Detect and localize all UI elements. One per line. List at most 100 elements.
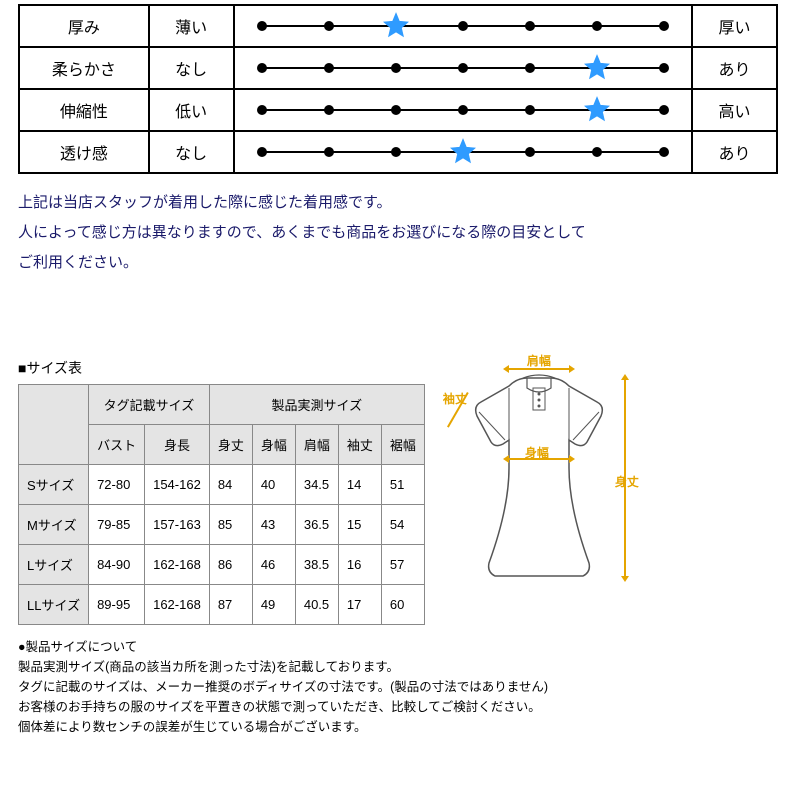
scale-dot [324,63,334,73]
shoulder-label: 肩幅 [527,352,551,369]
size-cell: 79-85 [89,505,145,545]
size-cell: 84-90 [89,545,145,585]
size-group-actual: 製品実測サイズ [209,385,424,425]
scale-dot [257,147,267,157]
size-cell: 38.5 [295,545,338,585]
rating-high-label: あり [692,131,777,173]
size-cell: 60 [381,585,424,625]
rating-scale [234,5,693,47]
size-note-line: 製品実測サイズ(商品の該当カ所を測った寸法)を記載しております。 [18,657,782,677]
size-note-line: 個体差により数センチの誤差が生じている場合がございます。 [18,717,782,737]
rating-high-label: 厚い [692,5,777,47]
scale-dot [659,105,669,115]
size-cell: 51 [381,465,424,505]
size-col-header: 身幅 [252,425,295,465]
rating-attr: 伸縮性 [19,89,149,131]
scale-dot [324,21,334,31]
size-cell: 43 [252,505,295,545]
size-cell: 15 [338,505,381,545]
size-cell: 57 [381,545,424,585]
size-row-label: Sサイズ [19,465,89,505]
rating-attr: 柔らかさ [19,47,149,89]
rating-scale [234,131,693,173]
size-note-line: タグに記載のサイズは、メーカー推奨のボディサイズの寸法です。(製品の寸法ではあり… [18,677,782,697]
size-col-header: 袖丈 [338,425,381,465]
size-col-header: 身長 [145,425,210,465]
dress-icon [439,358,639,608]
size-cell: 49 [252,585,295,625]
size-cell: 84 [209,465,252,505]
size-cell: 157-163 [145,505,210,545]
rating-table: 厚み薄い厚い柔らかさなしあり伸縮性低い高い透け感なしあり [18,4,778,174]
scale-dot [525,21,535,31]
scale-dot [391,105,401,115]
garment-diagram: 肩幅 袖丈 身幅 身丈 [439,358,639,608]
bodylength-label: 身丈 [615,473,639,490]
bodywidth-label: 身幅 [525,444,549,461]
rating-high-label: あり [692,47,777,89]
scale-dot [458,105,468,115]
size-cell: 17 [338,585,381,625]
scale-dot [592,147,602,157]
rating-scale [234,47,693,89]
size-col-header: 肩幅 [295,425,338,465]
size-col-header: 裾幅 [381,425,424,465]
size-table: タグ記載サイズ 製品実測サイズ バスト身長身丈身幅肩幅袖丈裾幅 Sサイズ72-8… [18,384,425,625]
size-cell: 162-168 [145,545,210,585]
note-line: ご利用ください。 [18,248,782,278]
size-group-tag: タグ記載サイズ [89,385,210,425]
size-note-line: お客様のお手持ちの服のサイズを平置きの状態で測っていただき、比較してご検討くださ… [18,697,782,717]
size-cell: 40.5 [295,585,338,625]
rating-low-label: 低い [149,89,234,131]
size-cell: 46 [252,545,295,585]
scale-dot [257,105,267,115]
size-cell: 36.5 [295,505,338,545]
size-cell: 16 [338,545,381,585]
scale-dot [659,21,669,31]
scale-dot [659,63,669,73]
rating-scale [234,89,693,131]
size-row-label: Mサイズ [19,505,89,545]
star-icon [448,136,478,166]
size-row-label: LLサイズ [19,585,89,625]
scale-dot [525,147,535,157]
size-row-label: Lサイズ [19,545,89,585]
size-cell: 89-95 [89,585,145,625]
size-notes: ●製品サイズについて 製品実測サイズ(商品の該当カ所を測った寸法)を記載しており… [18,637,782,737]
size-corner-blank [19,385,89,465]
scale-dot [391,63,401,73]
wearing-note: 上記は当店スタッフが着用した際に感じた着用感です。人によって感じ方は異なりますの… [18,188,782,278]
size-cell: 154-162 [145,465,210,505]
rating-attr: 透け感 [19,131,149,173]
rating-high-label: 高い [692,89,777,131]
size-col-header: 身丈 [209,425,252,465]
scale-dot [659,147,669,157]
size-cell: 40 [252,465,295,505]
size-cell: 14 [338,465,381,505]
note-line: 上記は当店スタッフが着用した際に感じた着用感です。 [18,188,782,218]
sleeve-label: 袖丈 [443,390,467,407]
size-cell: 86 [209,545,252,585]
scale-dot [257,21,267,31]
size-col-header: バスト [89,425,145,465]
rating-low-label: 薄い [149,5,234,47]
star-icon [582,94,612,124]
scale-dot [257,63,267,73]
size-cell: 87 [209,585,252,625]
scale-dot [391,147,401,157]
scale-dot [525,63,535,73]
size-cell: 85 [209,505,252,545]
scale-dot [458,63,468,73]
scale-dot [592,21,602,31]
scale-dot [458,21,468,31]
size-cell: 162-168 [145,585,210,625]
rating-low-label: なし [149,131,234,173]
rating-low-label: なし [149,47,234,89]
star-icon [582,52,612,82]
size-cell: 54 [381,505,424,545]
rating-attr: 厚み [19,5,149,47]
size-cell: 72-80 [89,465,145,505]
star-icon [381,10,411,40]
size-notes-heading: ●製品サイズについて [18,637,782,657]
size-cell: 34.5 [295,465,338,505]
